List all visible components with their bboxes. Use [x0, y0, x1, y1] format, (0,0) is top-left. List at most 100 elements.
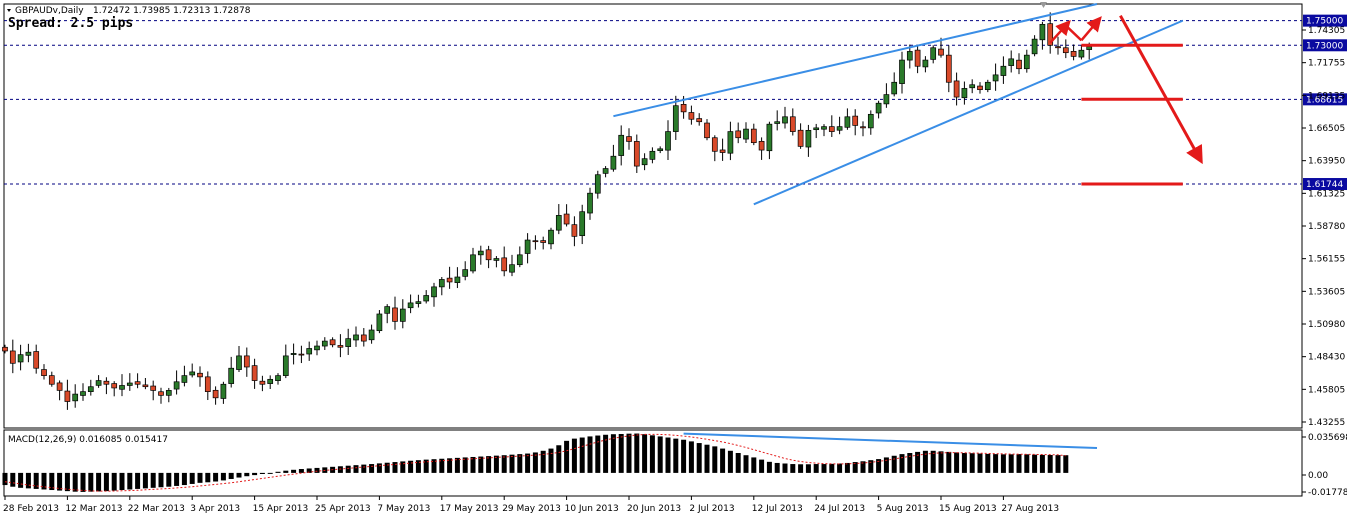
candle-body [672, 105, 679, 132]
date-tick-label: 15 Aug 2013 [939, 504, 997, 514]
macd-bar [283, 470, 289, 473]
macd-bar [369, 464, 375, 473]
price-tick-label: 1.50980 [1308, 320, 1345, 330]
candle-body [64, 390, 71, 402]
projection-arrow[interactable] [1119, 14, 1203, 165]
macd-bar [751, 457, 757, 473]
candle-body [587, 192, 593, 214]
drawings [613, 3, 1203, 450]
macd-bar [977, 453, 983, 473]
candle-body [984, 81, 991, 91]
macd-bar [486, 456, 492, 473]
candle-body [360, 334, 367, 342]
macd-bar [798, 464, 804, 473]
price-tick-label: 1.58780 [1308, 222, 1345, 232]
candle-body [423, 295, 430, 302]
macd-bar [423, 459, 429, 473]
candle-body [1016, 59, 1022, 70]
macd-bar [985, 453, 991, 473]
candle-body [181, 375, 188, 383]
macd-bar [634, 433, 640, 473]
candle-body [103, 380, 110, 385]
candle-body [1078, 49, 1085, 58]
macd-bar [103, 472, 109, 492]
candle-body [438, 279, 445, 288]
date-tick-label: 27 Aug 2013 [1001, 504, 1059, 514]
candle-body [454, 276, 461, 283]
projection-arrow[interactable] [1049, 20, 1071, 44]
macd-bar [384, 462, 390, 473]
macd-bar [41, 472, 47, 490]
candle-body [1023, 54, 1030, 70]
macd-bar [727, 450, 733, 473]
macd-bar [353, 465, 359, 473]
macd-bar [571, 438, 577, 473]
chart-menu-triangle-icon[interactable] [7, 9, 11, 12]
macd-tick-label: 0.035698 [1308, 433, 1347, 443]
macd-bar [618, 433, 624, 473]
macd-bar [501, 455, 507, 473]
macd-bar [821, 464, 827, 473]
macd-label: MACD(12,26,9) 0.016085 0.015417 [8, 435, 168, 445]
macd-bar [259, 472, 265, 474]
projection-arrow[interactable] [1064, 24, 1083, 42]
date-tick-label: 2 Jul 2013 [689, 504, 734, 514]
candle-body [548, 229, 554, 245]
macd-bar [1016, 454, 1022, 473]
macd-bar [556, 445, 562, 473]
macd-bar [2, 472, 8, 486]
candle-body [1000, 65, 1007, 76]
macd-bar [1039, 454, 1045, 473]
candle-body [563, 213, 570, 225]
candle-body [758, 140, 765, 151]
macd-bar [189, 472, 195, 484]
macd-bar [681, 439, 687, 473]
candle-body [204, 376, 211, 392]
date-tick-label: 15 Apr 2013 [253, 504, 309, 514]
date-tick-label: 29 May 2013 [502, 504, 561, 514]
trendline-macd-divergence[interactable] [683, 432, 1098, 450]
candle-body [165, 390, 172, 396]
level-price-label: 1.68615 [1306, 95, 1343, 105]
macd-bar [49, 472, 55, 491]
macd-bar [1024, 454, 1030, 473]
candle-body [867, 113, 874, 129]
projection-arrow[interactable] [1080, 16, 1102, 42]
candle-body [329, 339, 336, 346]
macd-bar [80, 472, 86, 492]
candle-body [875, 102, 882, 114]
candle-body [992, 74, 999, 82]
macd-bar [673, 438, 679, 473]
candle-body [626, 136, 632, 142]
candle-body [602, 168, 609, 174]
chart-symbol-title: GBPAUDv,Daily [15, 6, 84, 16]
trendline-upper-channel[interactable] [613, 3, 1098, 118]
candle-body [633, 141, 640, 167]
macd-bar [930, 450, 936, 473]
candle-body [828, 126, 835, 132]
macd-bar [213, 472, 219, 482]
macd-bar [532, 452, 538, 473]
candle-body [1031, 38, 1038, 55]
macd-bar [922, 450, 928, 473]
macd-bar [33, 472, 39, 489]
macd-bar [657, 436, 663, 473]
macd-bar [493, 455, 499, 473]
macd-bar [1055, 455, 1061, 473]
candle-body [431, 286, 437, 298]
candle-body [415, 301, 422, 304]
candle-body [540, 240, 547, 243]
trendline-lower-channel[interactable] [753, 19, 1184, 206]
macd-bar [829, 463, 835, 473]
price-tick-label: 1.69135 [1308, 91, 1345, 101]
macd-tick-label: 0.00 [1308, 471, 1328, 481]
candle-body [860, 126, 866, 129]
macd-bar [439, 458, 445, 473]
candle-body [688, 112, 695, 120]
candle-body [750, 128, 757, 144]
price-tick-label: 1.56155 [1308, 255, 1345, 265]
candle-body [17, 354, 24, 363]
macd-bar [720, 448, 726, 473]
candle-body [743, 128, 749, 140]
